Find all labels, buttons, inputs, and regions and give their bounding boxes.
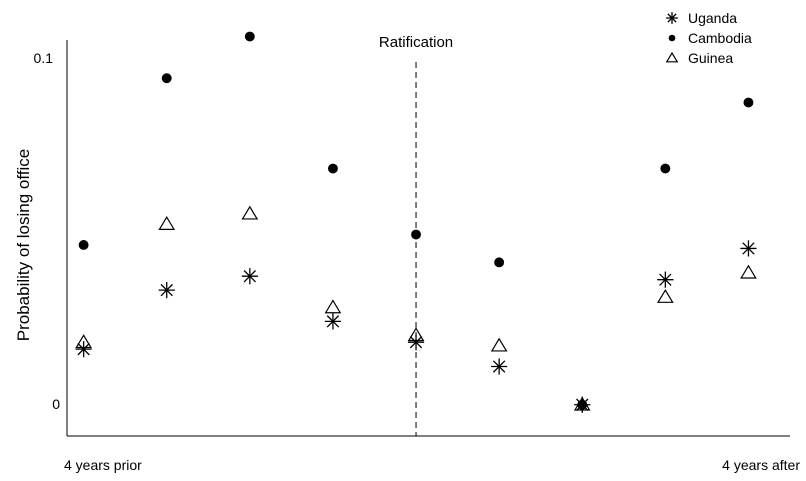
uganda-point-2 — [158, 282, 175, 299]
data-markers — [75, 31, 757, 413]
legend-uganda-icon — [666, 12, 678, 24]
legend-cambodia-icon — [668, 34, 676, 42]
cambodia-point-7 — [577, 399, 588, 410]
y-tick-label-bottom: 0 — [52, 396, 60, 412]
uganda-point-9 — [740, 240, 757, 257]
guinea-point-4 — [324, 299, 342, 314]
y-axis-label: Probability of losing office — [14, 149, 33, 341]
x-tick-label-start: 4 years prior — [64, 457, 142, 473]
guinea-point-6 — [490, 337, 508, 352]
legend-guinea-icon — [665, 51, 679, 63]
guinea-point-8 — [656, 289, 674, 303]
cambodia-point-3 — [244, 31, 255, 42]
uganda-point-1 — [75, 341, 92, 358]
uganda-point-6 — [491, 358, 508, 375]
cambodia-point-9 — [743, 97, 754, 108]
uganda-point-4 — [324, 313, 342, 330]
uganda-point-5 — [407, 334, 425, 351]
cambodia-point-6 — [494, 257, 505, 268]
cambodia-point-4 — [327, 163, 338, 174]
uganda-point-8 — [657, 271, 674, 288]
ratification-label: Ratification — [379, 34, 453, 51]
guinea-point-9 — [740, 264, 757, 279]
guinea-point-3 — [241, 205, 259, 220]
cambodia-point-2 — [161, 73, 172, 84]
x-tick-label-end: 4 years after — [722, 457, 800, 473]
legend-guinea-label: Guinea — [688, 50, 733, 66]
cambodia-point-1 — [78, 239, 89, 250]
cambodia-point-5 — [411, 229, 421, 240]
cambodia-point-8 — [660, 163, 671, 174]
legend-uganda-label: Uganda — [688, 10, 737, 26]
y-tick-label-top: 0.1 — [34, 50, 54, 66]
legend-cambodia-label: Cambodia — [688, 30, 752, 46]
legend: Uganda Cambodia Guinea — [665, 10, 752, 66]
guinea-point-2 — [158, 216, 176, 230]
uganda-point-3 — [241, 268, 258, 285]
